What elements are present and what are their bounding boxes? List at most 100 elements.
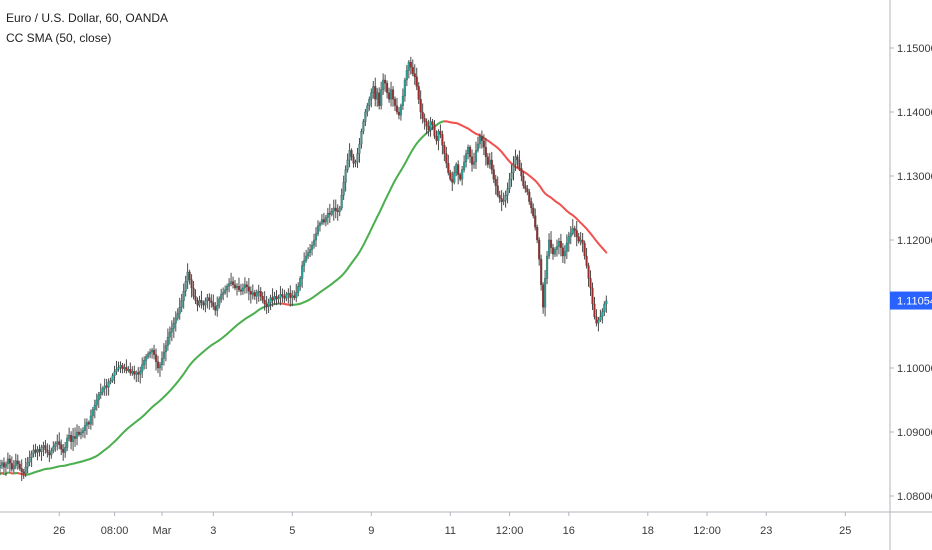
candle <box>468 145 472 164</box>
candle <box>551 243 555 260</box>
candle <box>117 361 120 372</box>
candle <box>145 353 148 370</box>
candle <box>129 362 132 376</box>
candle <box>380 81 383 110</box>
candle <box>83 418 86 439</box>
candle <box>115 360 118 375</box>
price-tick-label: 1.15000 <box>897 43 932 55</box>
candle <box>180 293 183 313</box>
candle <box>255 289 258 304</box>
candle <box>182 283 185 309</box>
candle <box>275 290 278 306</box>
candle <box>348 143 351 168</box>
candle <box>512 156 515 181</box>
candle <box>494 174 497 195</box>
candle <box>188 269 191 285</box>
time-axis[interactable]: 26 08:00 Mar 3 5 9 11 12:00 16 18 12:00 23 25 <box>53 512 851 537</box>
candle <box>40 444 43 461</box>
candle <box>62 443 65 461</box>
candle <box>305 249 308 263</box>
candle <box>502 192 505 206</box>
candle <box>528 188 531 205</box>
candle <box>279 286 282 306</box>
time-tick-label: 12:00 <box>693 525 721 537</box>
candle <box>334 199 337 219</box>
candle <box>269 294 272 311</box>
candle <box>48 444 51 462</box>
time-tick-label: 3 <box>210 525 216 537</box>
candle <box>530 197 533 214</box>
candle <box>287 288 290 304</box>
candle <box>553 247 557 257</box>
candle <box>297 282 300 297</box>
candle <box>538 237 541 266</box>
indicator-title[interactable]: CC SMA (50, close) <box>6 31 112 45</box>
candle <box>492 164 495 184</box>
candle <box>504 190 507 208</box>
candle <box>356 147 359 168</box>
candle <box>546 250 549 285</box>
candle <box>267 298 270 313</box>
candle <box>472 152 476 169</box>
candle <box>419 90 422 120</box>
candle <box>178 297 181 320</box>
candle <box>149 348 152 359</box>
candle <box>44 439 47 454</box>
candle <box>265 296 268 314</box>
candle <box>170 320 173 342</box>
candle <box>0 459 2 475</box>
candle <box>431 118 434 131</box>
time-tick-label: Mar <box>152 525 171 537</box>
candle <box>336 204 339 221</box>
candle <box>235 283 239 296</box>
candle <box>510 164 513 187</box>
candle <box>427 119 430 137</box>
candle <box>399 103 402 121</box>
time-tick-label: 11 <box>445 525 456 537</box>
candle <box>362 119 365 135</box>
candle <box>532 203 535 219</box>
candle <box>34 443 37 457</box>
price-tick-label: 1.08000 <box>897 491 932 503</box>
candle <box>222 287 225 301</box>
candle <box>303 252 306 273</box>
last-price-value: 1.11054 <box>897 296 932 308</box>
time-tick-label: 25 <box>839 525 851 537</box>
candle <box>490 151 493 175</box>
candle <box>237 277 241 293</box>
candle <box>107 378 110 396</box>
candle <box>324 215 327 227</box>
candle <box>293 290 296 301</box>
symbol-title[interactable]: Euro / U.S. Dollar, 60, OANDA <box>6 11 169 25</box>
candle <box>273 291 276 305</box>
candle <box>42 441 45 457</box>
candle <box>386 80 389 99</box>
candle <box>518 150 521 172</box>
candle <box>20 459 23 482</box>
candle <box>285 291 288 302</box>
candle <box>593 296 596 320</box>
candle <box>38 444 41 457</box>
candle <box>210 294 213 308</box>
candle <box>470 149 474 172</box>
last-price-label: 1.11054 <box>890 291 932 310</box>
candle <box>220 288 223 303</box>
candle <box>301 261 304 288</box>
candle <box>113 365 116 384</box>
candle <box>263 291 266 311</box>
price-tick-label: 1.13000 <box>897 171 932 183</box>
candle <box>87 420 90 430</box>
candle <box>176 308 179 321</box>
candle <box>0 459 4 470</box>
candle <box>565 234 568 259</box>
price-axis[interactable]: 1.150001.140001.130001.120001.110001.100… <box>890 43 932 503</box>
candle <box>346 153 349 173</box>
candle <box>544 270 547 317</box>
candle <box>137 367 140 382</box>
time-tick-label: 08:00 <box>101 525 129 537</box>
candle <box>4 461 7 476</box>
candle <box>200 290 203 309</box>
candle <box>516 154 519 168</box>
